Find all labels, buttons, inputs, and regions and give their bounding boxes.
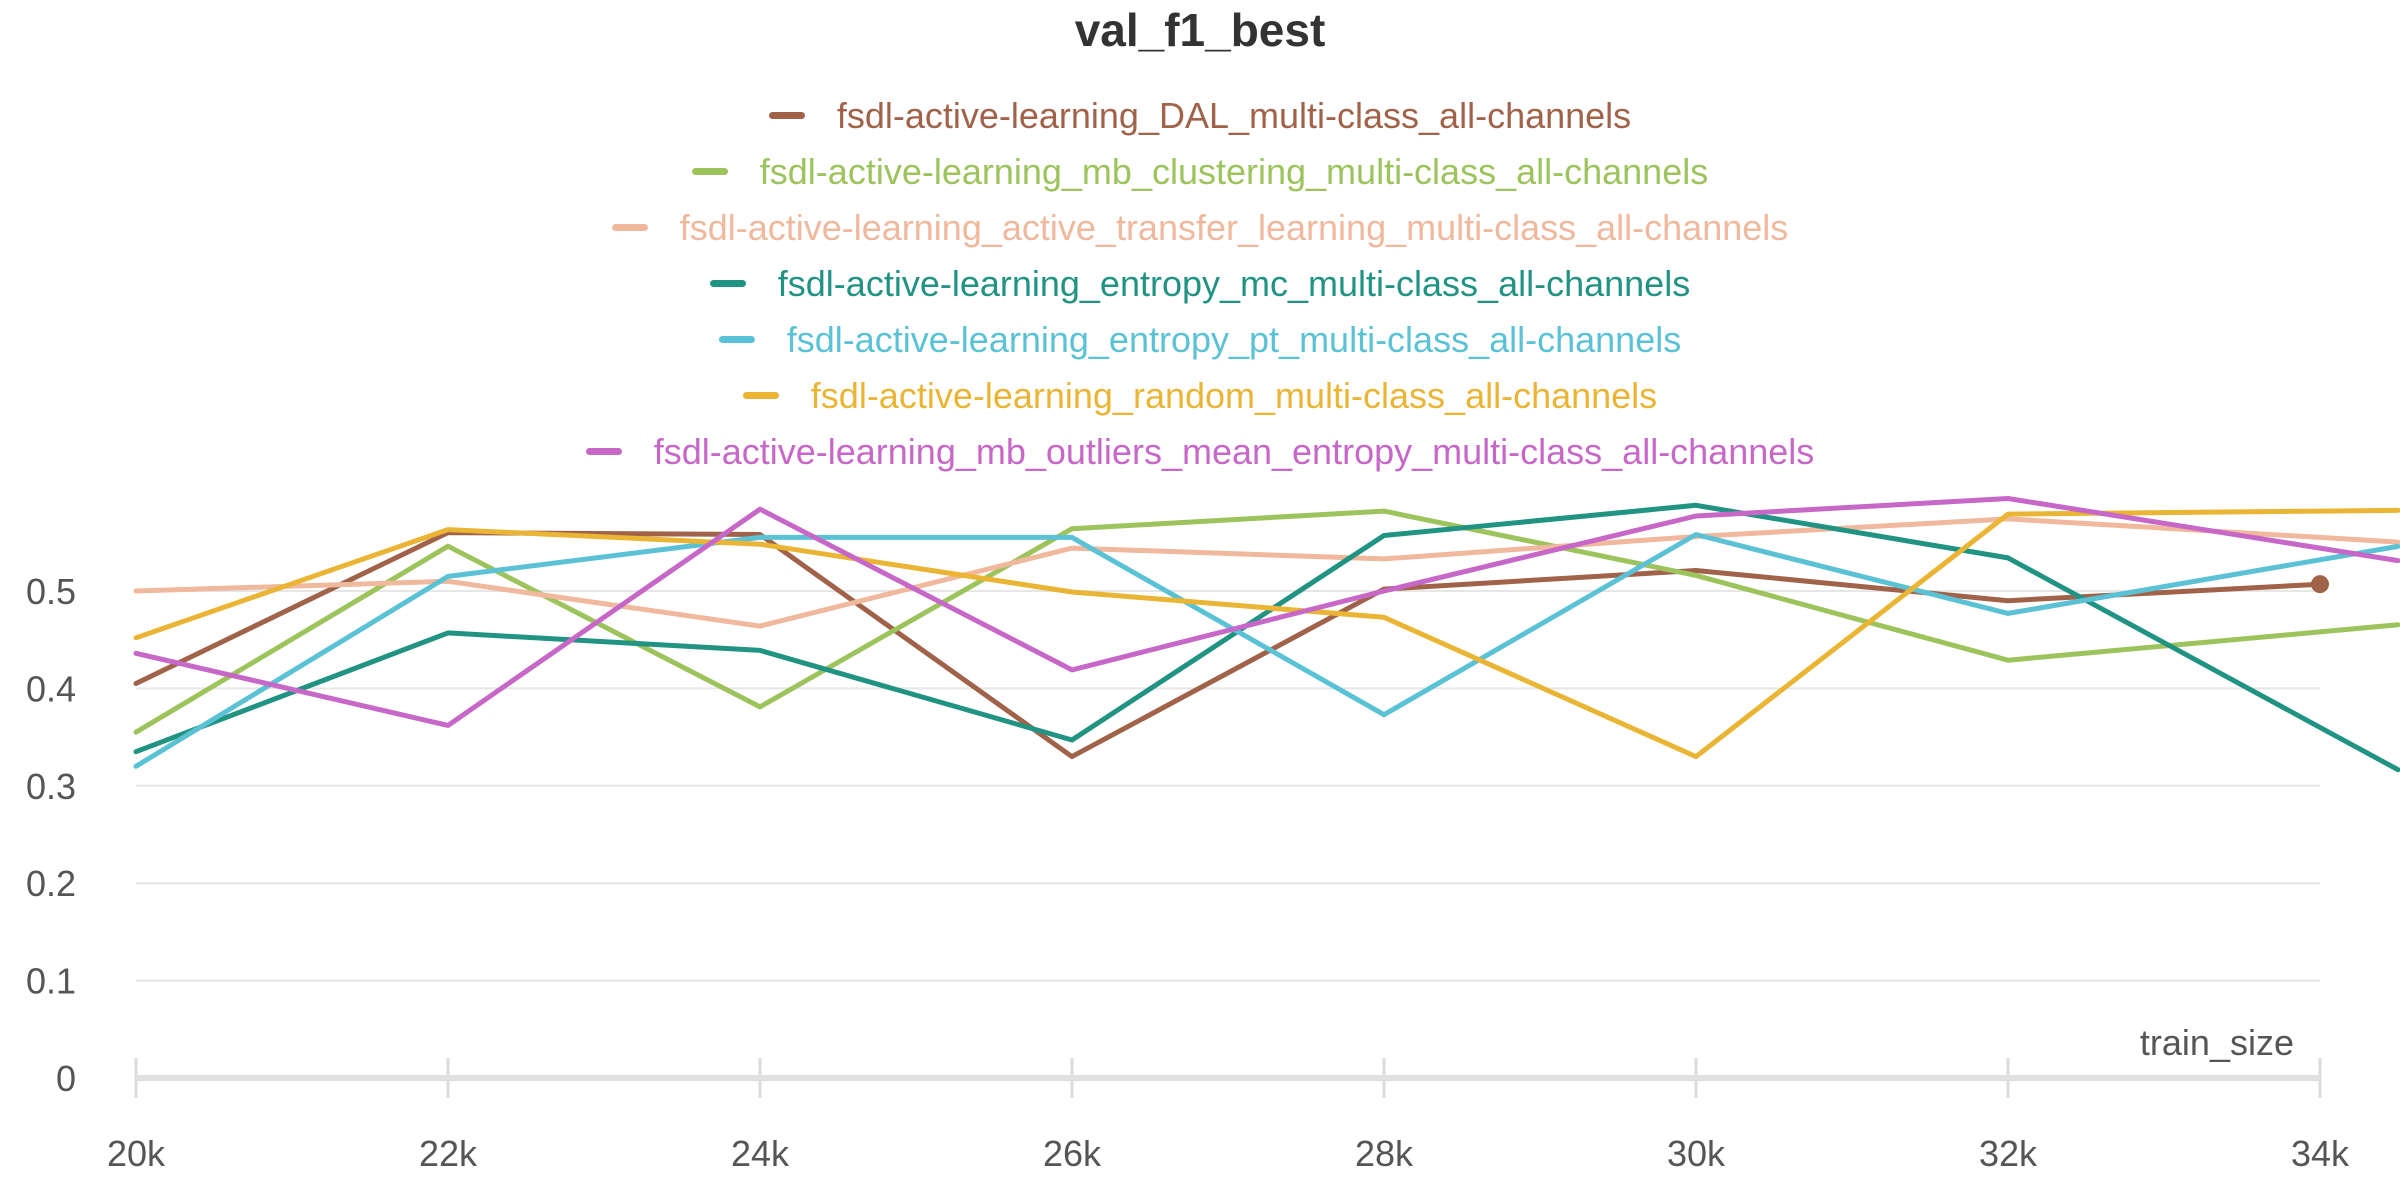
legend-label: fsdl-active-learning_entropy_mc_multi-cl… <box>777 263 1691 304</box>
chart-title: val_f1_best <box>1074 4 1326 56</box>
legend-item[interactable]: fsdl-active-learning_entropy_pt_multi-cl… <box>0 312 2400 368</box>
legend-item[interactable]: fsdl-active-learning_random_multi-class_… <box>0 368 2400 424</box>
y-tick-label: 0.5 <box>26 571 76 612</box>
legend-label: fsdl-active-learning_random_multi-class_… <box>810 375 1658 416</box>
x-tick-label: 28k <box>1355 1133 1414 1174</box>
grid-layer <box>136 590 2320 982</box>
series-line <box>133 530 2323 760</box>
series-line <box>133 502 2400 773</box>
series-layer <box>133 496 2400 773</box>
legend-label: fsdl-active-learning_entropy_pt_multi-cl… <box>786 319 1682 360</box>
legend-label: fsdl-active-learning_mb_outliers_mean_en… <box>653 431 1815 472</box>
legend-swatch <box>611 223 648 231</box>
x-tick-label: 24k <box>731 1133 790 1174</box>
series-line <box>133 532 2400 769</box>
x-tick-label: 30k <box>1667 1133 1726 1174</box>
legend-swatch <box>691 167 728 175</box>
y-tick-label: 0.1 <box>26 961 76 1002</box>
legend-item[interactable]: fsdl-active-learning_mb_clustering_multi… <box>0 144 2400 200</box>
legend-label: fsdl-active-learning_mb_clustering_multi… <box>759 151 1709 192</box>
legend-swatch <box>585 447 622 455</box>
end-marker <box>2311 575 2329 594</box>
legend-item[interactable]: fsdl-active-learning_DAL_multi-class_all… <box>0 88 2400 144</box>
x-tick-label: 32k <box>1979 1133 2038 1174</box>
y-tick-label: 0.3 <box>26 766 76 807</box>
legend: fsdl-active-learning_DAL_multi-class_all… <box>0 88 2400 480</box>
x-tick-label: 20k <box>107 1133 166 1174</box>
y-tick-label: 0 <box>56 1058 76 1099</box>
x-tick-label: 22k <box>419 1133 478 1174</box>
legend-swatch <box>768 111 805 119</box>
x-tick-label: 34k <box>2291 1133 2350 1174</box>
x-tick-label: 26k <box>1043 1133 1102 1174</box>
legend-item[interactable]: fsdl-active-learning_active_transfer_lea… <box>0 200 2400 256</box>
y-tick-label: 0.2 <box>26 863 76 904</box>
legend-item[interactable]: fsdl-active-learning_entropy_mc_multi-cl… <box>0 256 2400 312</box>
legend-swatch <box>742 391 779 399</box>
legend-label: fsdl-active-learning_active_transfer_lea… <box>679 207 1789 248</box>
y-tick-label: 0.4 <box>26 668 76 709</box>
legend-swatch <box>709 279 746 287</box>
legend-label: fsdl-active-learning_DAL_multi-class_all… <box>836 95 1632 136</box>
legend-item[interactable]: fsdl-active-learning_mb_outliers_mean_en… <box>0 424 2400 480</box>
axis-layer: 0 0.1 0.2 0.3 0.4 0.5 20k 22k 24k 26k 28k 30k 32k 34k… <box>26 571 2350 1174</box>
legend-swatch <box>718 335 755 343</box>
x-axis-label: train_size <box>2140 1022 2294 1063</box>
